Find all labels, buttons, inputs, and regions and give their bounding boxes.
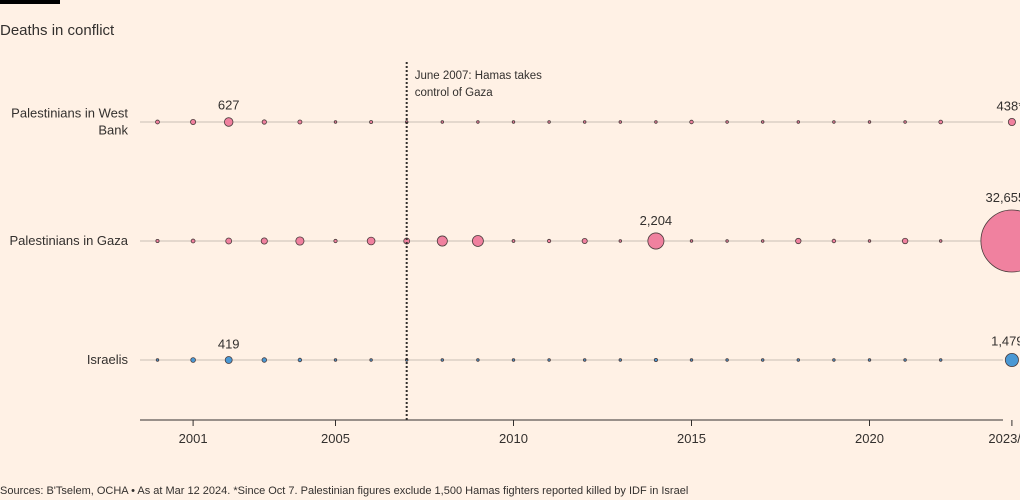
x-tick-label: 2010 bbox=[499, 431, 528, 446]
bubble-point bbox=[155, 358, 160, 362]
bubble-point bbox=[295, 236, 305, 246]
bubble-point bbox=[476, 120, 480, 124]
bubble-point bbox=[511, 239, 516, 243]
row-label-palestinians-in-west-bank: Bank bbox=[98, 123, 128, 138]
x-tick-label: 2005 bbox=[321, 431, 350, 446]
bubble-point bbox=[260, 237, 268, 245]
bubble-point bbox=[155, 119, 160, 125]
bubble-point bbox=[647, 232, 665, 250]
bubble-point bbox=[155, 238, 160, 244]
bubble-point bbox=[261, 357, 268, 363]
bubble-point bbox=[333, 120, 338, 124]
bubble-point bbox=[689, 239, 694, 243]
bubble-point bbox=[547, 120, 551, 124]
bubble-chart: 2001 2005 2010 2015 2020 2023/24 Palestinians … bbox=[9, 62, 1020, 446]
bubble-point bbox=[761, 239, 765, 243]
bubble-point bbox=[903, 358, 907, 362]
bubble-point bbox=[980, 209, 1020, 273]
row-label-palestinians-in-gaza: Palestinians in Gaza bbox=[9, 233, 128, 248]
bubble-point bbox=[938, 119, 943, 125]
row-label-palestinians-in-west-bank: Palestinians in West bbox=[11, 106, 128, 121]
bubble-point bbox=[190, 357, 196, 363]
bubble-point bbox=[547, 238, 552, 244]
bubble-point bbox=[867, 120, 872, 124]
bubble-point bbox=[832, 358, 836, 362]
x-tick-label: 2015 bbox=[677, 431, 706, 446]
bubble-point bbox=[583, 358, 587, 362]
bubble-point bbox=[939, 239, 943, 243]
source-note: Sources: B'Tselem, OCHA • As at Mar 12 2… bbox=[0, 485, 689, 497]
annotation-text: control of Gaza bbox=[415, 87, 494, 99]
bubble-point bbox=[583, 120, 587, 124]
bubble-point bbox=[333, 238, 338, 244]
bubble-point bbox=[471, 235, 484, 247]
bubble-point bbox=[901, 237, 909, 245]
bubble-point bbox=[333, 358, 338, 362]
annotation-text: June 2007: Hamas takes bbox=[415, 70, 542, 82]
bubble-point bbox=[867, 239, 872, 243]
bubble-point bbox=[796, 358, 800, 362]
bubble-point bbox=[476, 358, 480, 362]
bubble-point bbox=[618, 358, 622, 362]
bubble-value-label: 2,204 bbox=[640, 213, 673, 228]
bubble-point bbox=[440, 120, 444, 124]
bubble-point bbox=[440, 358, 444, 362]
chart-title: Deaths in conflict bbox=[0, 22, 115, 39]
bubble-point bbox=[581, 237, 588, 245]
bubble-value-label: 627 bbox=[218, 98, 240, 113]
bubble-point bbox=[297, 357, 303, 363]
bubble-point bbox=[761, 120, 765, 124]
bubble-point bbox=[903, 120, 907, 124]
bubble-point bbox=[725, 358, 729, 362]
bubble-point bbox=[1004, 353, 1019, 367]
bubble-point bbox=[939, 358, 943, 362]
bubble-point bbox=[761, 358, 765, 362]
bubble-point bbox=[297, 119, 303, 125]
bubble-point bbox=[689, 358, 694, 362]
bubble-point bbox=[653, 357, 658, 363]
bubble-point bbox=[224, 356, 233, 364]
bubble-point bbox=[796, 120, 800, 124]
bubble-value-label: 438* bbox=[997, 98, 1020, 113]
x-tick-label: 2001 bbox=[179, 431, 208, 446]
bubble-value-label: 32,655* bbox=[985, 190, 1020, 205]
bubble-point bbox=[436, 235, 448, 247]
bubble-point bbox=[618, 120, 622, 124]
bubble-point bbox=[547, 358, 551, 362]
bubble-point bbox=[618, 239, 622, 243]
bubble-point bbox=[225, 237, 233, 245]
bubble-point bbox=[795, 237, 802, 245]
bubble-point bbox=[366, 236, 376, 246]
bubble-point bbox=[190, 238, 196, 244]
row-label-israelis: Israelis bbox=[87, 352, 129, 367]
bubble-point bbox=[511, 358, 516, 362]
brand-bar bbox=[0, 0, 60, 4]
bubble-point bbox=[369, 358, 373, 362]
bubble-point bbox=[725, 239, 729, 243]
bubble-point bbox=[725, 120, 729, 124]
bubble-point bbox=[689, 119, 694, 125]
x-tick-label: 2020 bbox=[855, 431, 884, 446]
bubble-point bbox=[511, 120, 516, 124]
bubble-point bbox=[261, 119, 267, 125]
bubble-point bbox=[1007, 118, 1016, 126]
bubble-point bbox=[190, 118, 197, 126]
bubble-point bbox=[654, 120, 658, 124]
bubble-point bbox=[831, 238, 837, 244]
bubble-value-label: 1,479* bbox=[991, 333, 1020, 348]
x-tick-label: 2023/24 bbox=[988, 431, 1020, 446]
bubble-point bbox=[369, 120, 374, 124]
bubble-point bbox=[832, 120, 836, 124]
bubble-value-label: 419 bbox=[218, 336, 240, 351]
bubble-point bbox=[224, 117, 234, 127]
bubble-point bbox=[867, 358, 872, 362]
